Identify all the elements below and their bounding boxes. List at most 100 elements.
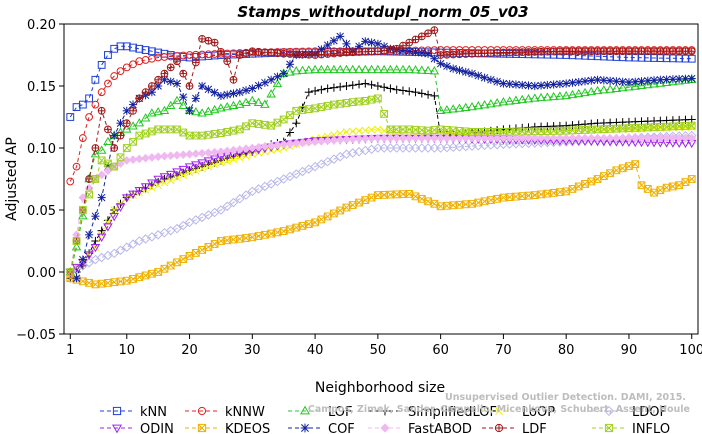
data-point [448,133,458,143]
data-point [367,133,377,143]
data-point [247,95,258,105]
data-point [267,229,276,238]
data-point [474,198,483,207]
data-point [135,44,144,53]
data-point [618,164,627,173]
data-point [191,161,201,170]
data-point [336,49,345,57]
data-point [449,126,458,135]
data-point [78,206,87,214]
data-point [330,100,338,109]
data-point [548,91,559,101]
data-point [380,190,389,199]
data-point [216,103,226,112]
data-point [336,32,345,41]
data-point [379,143,389,153]
data-point [185,106,194,115]
data-point [286,225,294,234]
data-point [562,187,571,196]
data-point [587,76,596,85]
data-point [147,108,157,117]
data-point [461,50,470,58]
legend-label: LOF [328,405,353,420]
x-tick-label: 30 [244,343,261,358]
data-point [555,133,565,143]
data-point [367,193,376,202]
data-point [279,227,288,235]
data-point [128,190,138,199]
data-point [222,101,232,111]
x-tick-label: 70 [495,343,512,358]
data-point [417,89,426,98]
data-point [631,160,640,169]
data-point [530,191,539,200]
data-point [342,81,351,91]
data-point [179,128,188,137]
data-point [460,102,471,112]
data-point [336,99,345,108]
data-point [449,64,458,73]
data-point [97,88,106,97]
legend-item-inflo: INFLO [592,422,670,434]
data-point [66,113,75,121]
data-point [367,95,376,104]
data-point [323,101,332,110]
data-point [248,119,257,128]
data-point [129,60,137,69]
data-point [129,43,137,52]
data-point [116,42,125,51]
data-point [467,101,477,111]
data-point [405,47,414,56]
data-point [587,125,596,134]
data-point [411,35,420,44]
data-point [361,47,370,56]
data-point [311,51,319,59]
y-tick-label: 0.10 [27,142,56,157]
data-point [72,274,81,283]
data-point [480,133,490,143]
data-point [486,49,495,57]
data-point [580,87,590,97]
data-point [292,119,301,128]
data-point [116,153,125,162]
data-point [122,144,131,152]
data-point [317,85,326,94]
data-point [549,133,559,143]
data-point [172,223,182,234]
data-point [379,133,389,143]
data-point [266,89,276,98]
data-point [279,69,288,78]
data-point [486,99,496,108]
data-point [417,126,426,135]
data-point [66,177,75,186]
data-point [385,64,396,74]
data-point [361,96,370,105]
legend-label: COF [328,422,355,434]
data-point [78,211,88,220]
data-point [380,110,389,118]
data-point [367,47,376,56]
data-point [556,188,564,197]
data-point [391,143,402,153]
data-point [687,54,696,63]
data-point [681,122,690,130]
data-point [574,77,583,87]
data-point [612,166,621,175]
data-point [392,44,401,53]
data-point [581,125,589,134]
data-point [410,143,421,153]
data-point [650,123,658,132]
data-point [493,127,502,136]
data-point [637,133,646,143]
data-point [223,57,232,66]
data-point [473,101,484,110]
data-point [468,127,476,136]
data-point [110,144,119,152]
data-point [367,126,376,134]
data-point [518,80,527,90]
y-tick-label: 0.20 [27,18,56,33]
data-point [436,59,445,68]
x-tick-label: 90 [621,343,638,358]
data-point [198,34,206,43]
data-point [172,168,182,177]
